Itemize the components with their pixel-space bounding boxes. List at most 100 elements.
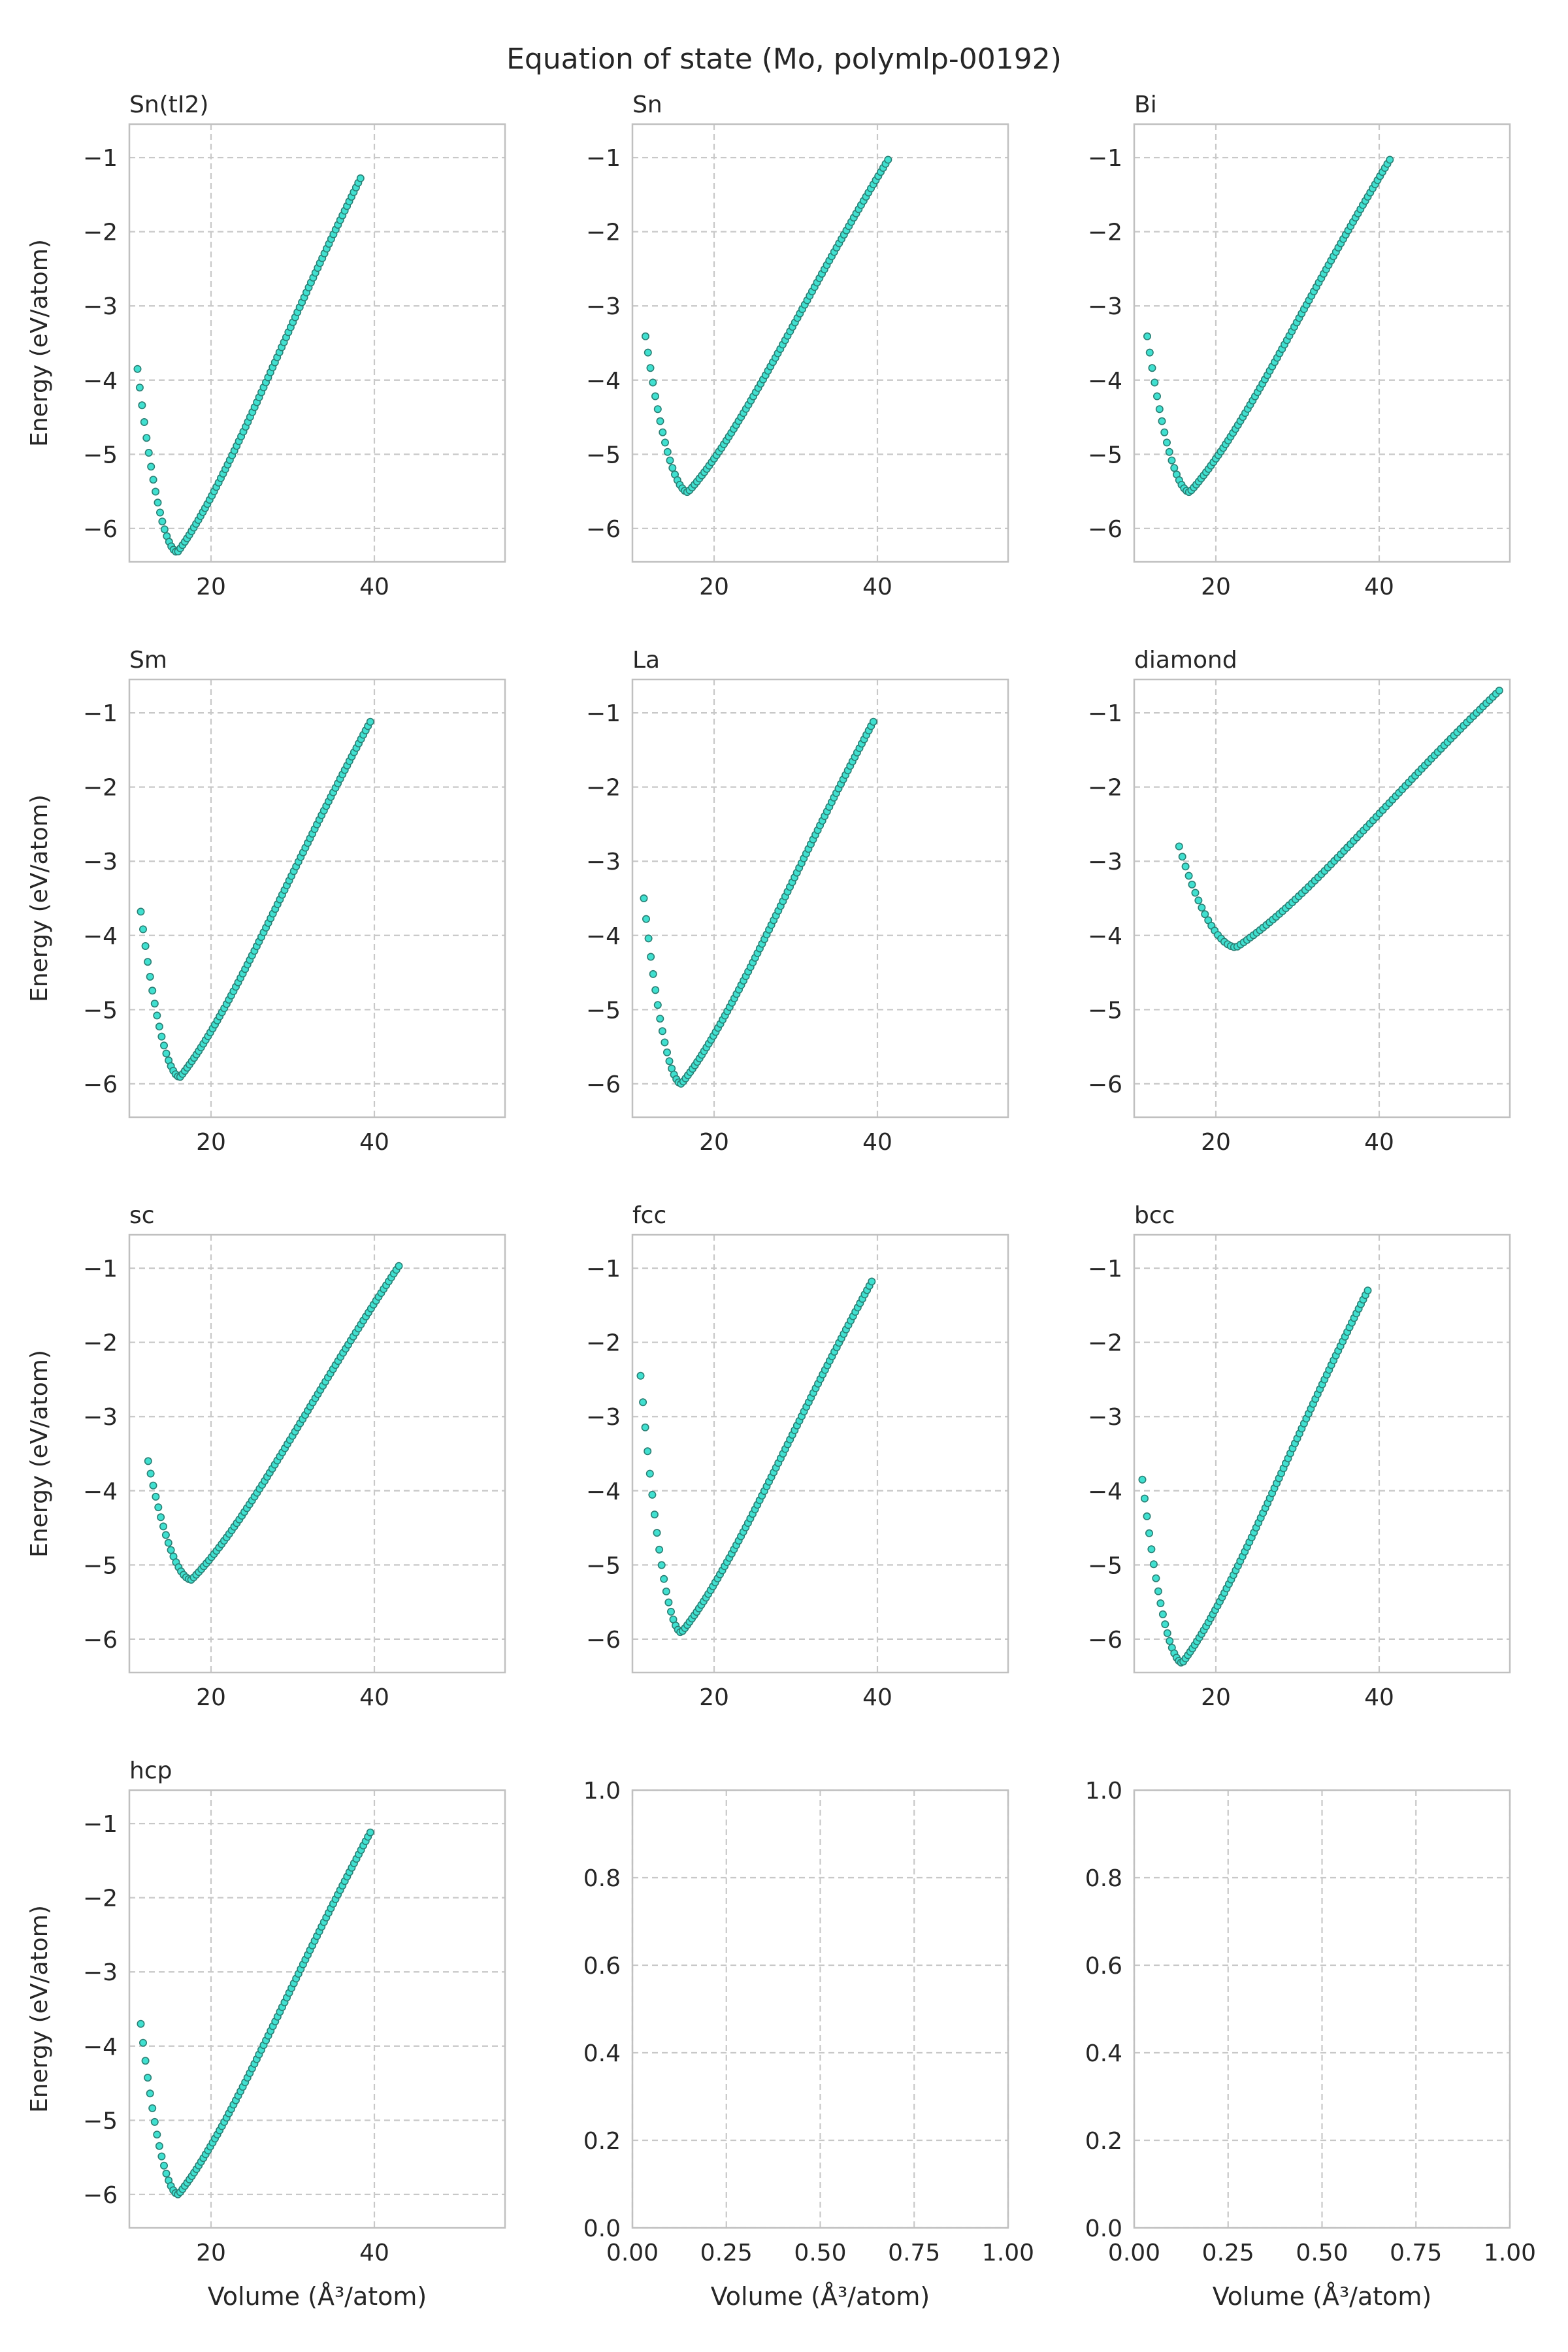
- y-tick-label: −3: [586, 849, 621, 875]
- data-point: [1198, 904, 1206, 912]
- y-tick-label: −2: [586, 775, 621, 802]
- data-point: [640, 894, 648, 903]
- data-point: [395, 1262, 403, 1270]
- plot-frame: [631, 678, 1009, 1119]
- data-point: [656, 1015, 664, 1023]
- x-tick-label: 1.00: [982, 2240, 1034, 2266]
- y-tick-label: −4: [83, 368, 118, 395]
- data-point: [146, 2089, 154, 2098]
- y-tick-label: −2: [83, 220, 118, 246]
- y-tick-label: −4: [586, 368, 621, 395]
- y-tick-label: −2: [586, 220, 621, 246]
- data-point: [1158, 1610, 1167, 1618]
- data-point: [154, 498, 162, 507]
- x-tick-label: 0.25: [1202, 2240, 1254, 2266]
- data-point: [651, 392, 659, 400]
- y-tick-label: −3: [83, 1404, 118, 1431]
- y-tick-label: −1: [586, 1256, 621, 1282]
- y-tick-label: −3: [83, 1959, 118, 1986]
- y-tick-label: −4: [83, 923, 118, 950]
- y-tick-label: 0.0: [583, 2215, 621, 2242]
- y-tick-label: −3: [83, 293, 118, 320]
- subplot-empty-11: 0.00 0.25 0.50 0.75 1.00 0.0 0.2 0.4 0.6 0.8 1.0 Vo…: [1085, 1778, 1536, 2311]
- data-point: [157, 1032, 166, 1041]
- subplot-hcp: 20 40 −6 −5 −4 −3 −2 −1 hcp Energy (eV/atom) Volum…: [26, 1757, 506, 2311]
- data-point: [662, 1048, 671, 1056]
- y-tick-label: −6: [83, 1071, 118, 1098]
- y-tick-label: −1: [83, 1811, 118, 1838]
- data-point: [157, 2152, 166, 2161]
- y-tick-label: −5: [1088, 997, 1122, 1024]
- x-tick-label: 40: [862, 1129, 892, 1156]
- y-tick-label: −3: [83, 849, 118, 875]
- data-point: [1156, 1599, 1165, 1608]
- subplot-diamond: 20 40 −6 −5 −4 −3 −2 −1 diamond: [1088, 647, 1511, 1156]
- x-tick-label: 20: [699, 574, 729, 600]
- data-point: [1152, 1574, 1160, 1582]
- data-point: [657, 1561, 666, 1569]
- data-point: [1181, 862, 1190, 871]
- x-tick-label: 40: [359, 574, 389, 600]
- y-tick-label: −5: [83, 997, 118, 1024]
- data-point: [1151, 378, 1159, 387]
- y-tick-label: −4: [586, 923, 621, 950]
- y-tick-label: −1: [1088, 700, 1122, 727]
- subplot-title: hcp: [129, 1757, 172, 1784]
- data-point: [644, 934, 653, 943]
- subplot-title: diamond: [1134, 647, 1237, 674]
- data-point: [653, 1001, 662, 1009]
- y-axis-label: Energy (eV/atom): [26, 1905, 53, 2113]
- y-tick-label: −6: [83, 516, 118, 543]
- plot-frame: [1133, 123, 1511, 563]
- data-point: [1495, 687, 1503, 695]
- y-tick-label: 0.6: [583, 1953, 621, 1980]
- data-point: [144, 2074, 152, 2082]
- x-tick-label: 40: [862, 574, 892, 600]
- y-tick-label: 0.2: [583, 2128, 621, 2155]
- data-point: [650, 1511, 659, 1519]
- data-point: [664, 1598, 673, 1607]
- data-point: [665, 1057, 674, 1066]
- data-point: [153, 2131, 161, 2139]
- data-point: [1161, 1620, 1169, 1629]
- data-point: [148, 2104, 157, 2112]
- x-tick-label: 40: [359, 2240, 389, 2266]
- x-tick-label: 40: [1364, 574, 1394, 600]
- data-point: [141, 2057, 150, 2065]
- data-point: [160, 1041, 169, 1050]
- data-point: [161, 1531, 170, 1539]
- y-tick-label: −3: [586, 293, 621, 320]
- subplot-Sm: 20 40 −6 −5 −4 −3 −2 −1 Sm Energy (eV/atom): [26, 647, 506, 1156]
- y-tick-label: −3: [586, 1404, 621, 1431]
- data-point: [133, 365, 142, 373]
- data-point: [645, 1469, 654, 1478]
- data-point: [653, 1529, 661, 1537]
- data-point: [647, 953, 655, 961]
- data-point: [366, 1828, 374, 1837]
- panels: 20 40−6−5−4−3−2−1Sn(tI2)Energy (eV/atom)2…: [26, 91, 1536, 2311]
- x-tick-label: 20: [196, 1129, 226, 1156]
- data-point: [661, 1038, 669, 1047]
- data-point: [656, 417, 664, 425]
- plot-frame: [1133, 1789, 1511, 2229]
- y-axis-label: Energy (eV/atom): [26, 1350, 53, 1558]
- data-point: [642, 915, 650, 923]
- data-point: [155, 1022, 163, 1031]
- x-axis-label: Volume (Å³/atom): [208, 2282, 427, 2311]
- y-tick-label: −4: [1088, 368, 1122, 395]
- y-tick-label: −5: [83, 2108, 118, 2134]
- data-point: [1194, 896, 1203, 905]
- x-tick-label: 40: [1364, 1684, 1394, 1711]
- y-tick-label: −6: [586, 516, 621, 543]
- x-tick-label: 20: [196, 574, 226, 600]
- y-tick-label: −5: [586, 1552, 621, 1579]
- plot-frame: [128, 1233, 506, 1674]
- data-point: [636, 1371, 645, 1380]
- data-point: [1386, 155, 1394, 164]
- subplot-Sn: 20 40 −6 −5 −4 −3 −2 −1 Sn: [586, 91, 1009, 600]
- data-point: [159, 1522, 168, 1531]
- subplot-title: Bi: [1134, 91, 1157, 118]
- data-point: [639, 1398, 647, 1407]
